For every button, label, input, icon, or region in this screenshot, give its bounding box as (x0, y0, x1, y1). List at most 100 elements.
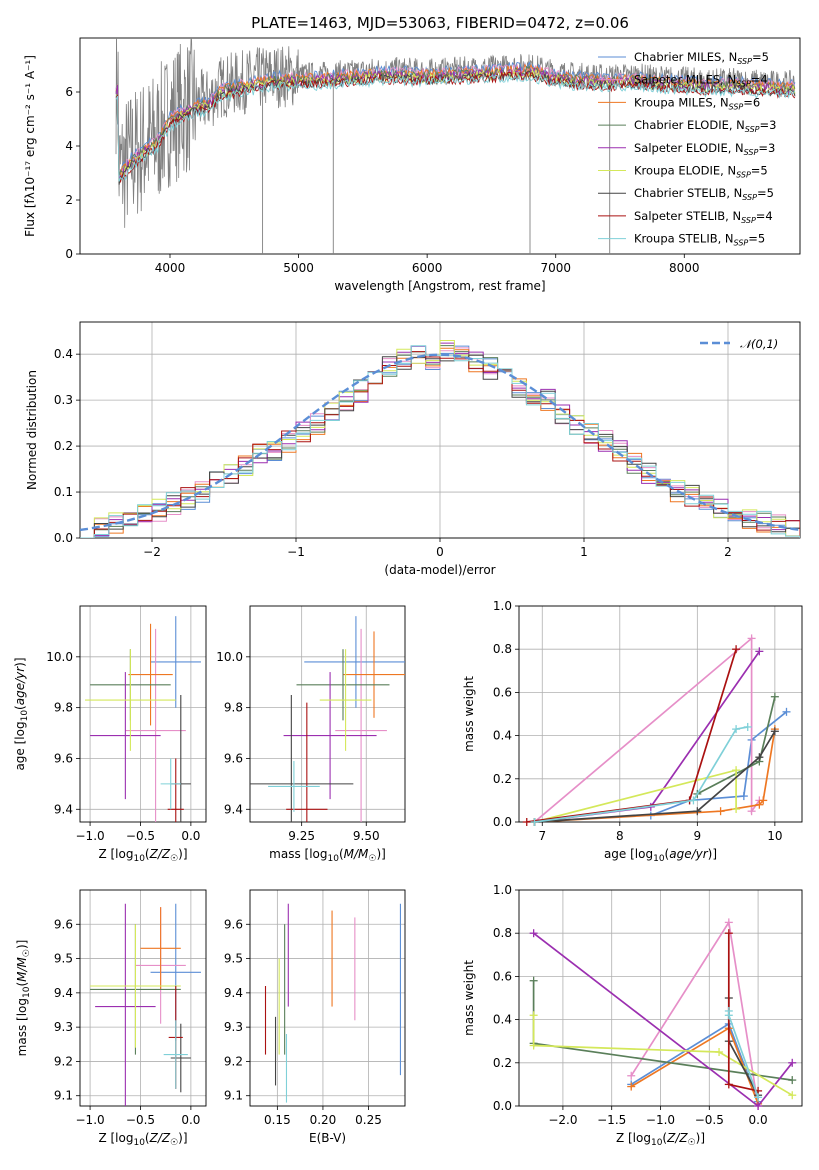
weight-marker (770, 692, 779, 701)
weight-series (534, 730, 776, 822)
weight-marker (716, 807, 725, 816)
spectrum-axes: 4000 5000 6000 7000 8000 0 2 4 6 wavelength [Angs… (23, 37, 801, 293)
weight-series (533, 932, 793, 1106)
weight-marker (732, 725, 741, 734)
y-axis-label: mass weight (462, 960, 476, 1036)
residuals-axes: −2 −1 0 1 2 0.0 0.1 0.2 0.3 0.4 (data-model)/error… (25, 321, 801, 577)
x-tick-label: 1 (580, 545, 588, 559)
y-tick-label: 9.4 (54, 802, 73, 816)
x-tick-label: 8000 (669, 261, 700, 275)
x-tick-label: −2.0 (548, 1113, 577, 1127)
y-tick-label: 9.4 (224, 986, 243, 1000)
y-tick-label: 0.8 (493, 642, 512, 656)
x-tick-label: 0.0 (181, 1113, 200, 1127)
y-tick-label: 0.0 (54, 531, 73, 545)
errorbar-point (250, 694, 354, 822)
y-tick-label: 9.1 (54, 1089, 73, 1103)
x-tick-label: −2 (143, 545, 161, 559)
figure-title: PLATE=1463, MJD=53063, FIBERID=0472, z=0… (251, 14, 629, 32)
y-tick-label: 1.0 (493, 599, 512, 613)
x-tick-label: −1.5 (597, 1113, 626, 1127)
x-tick-label: 7 (538, 829, 546, 843)
weight-marker (732, 766, 741, 775)
errorbar-point (90, 924, 181, 1048)
weight-marker (529, 929, 538, 938)
y-tick-label: 9.2 (224, 1054, 243, 1068)
y-tick-label: 0.8 (493, 926, 512, 940)
weight-series (533, 636, 761, 822)
y-tick-label: 10.0 (216, 650, 243, 664)
spectrum-legend: Chabrier MILES, NSSP=5 Salpeter MILES, NS… (598, 50, 776, 248)
residual-histogram (80, 345, 800, 538)
residuals-frame (79, 321, 801, 539)
y-tick-label: 9.6 (54, 751, 73, 765)
x-tick-label: 0.25 (355, 1113, 382, 1127)
errorbar-point (160, 758, 181, 810)
y-tick-label: 0 (65, 247, 73, 261)
weight-series (630, 920, 759, 1106)
weight-marker (755, 647, 764, 656)
weight-series (532, 1015, 793, 1096)
weight-marker (689, 796, 698, 805)
y-tick-label: 0.4 (493, 729, 512, 743)
weight-marker (754, 1093, 763, 1102)
model-spectrum (115, 65, 796, 176)
x-tick-label: −0.5 (126, 1113, 155, 1127)
y-tick-label: 0.6 (493, 969, 512, 983)
weight-marker (724, 1011, 733, 1020)
x-tick-label: −1.0 (76, 829, 105, 843)
y-tick-label: 0.1 (54, 485, 73, 499)
x-tick-label: 2 (724, 545, 732, 559)
weight-marker (755, 753, 764, 762)
y-axis-label: Normed distribution (25, 370, 39, 490)
x-tick-label: 0 (436, 545, 444, 559)
legend-entry: Chabrier ELODIE, NSSP=3 (634, 118, 776, 134)
x-tick-label: −1.0 (76, 1113, 105, 1127)
x-tick-label: 9.50 (353, 829, 380, 843)
weight-series (727, 1011, 759, 1098)
legend-entry: 𝒩(0,1) (740, 337, 778, 351)
x-tick-label: 10 (767, 829, 782, 843)
weight-series (534, 650, 761, 822)
y-tick-label: 10.0 (46, 650, 73, 664)
errorbar-point (150, 616, 201, 708)
x-tick-label: −0.5 (126, 829, 155, 843)
y-axis-label: Flux [fλ10⁻¹⁷ erg cm⁻² s⁻¹ A⁻¹] (23, 55, 37, 237)
errorbar-point (335, 628, 387, 822)
legend-entry: Kroupa STELIB, NSSP=5 (634, 232, 765, 248)
y-tick-label: 6 (65, 85, 73, 99)
x-tick-label: −0.5 (695, 1113, 724, 1127)
weight-marker (788, 1076, 797, 1085)
errorbar-point (167, 758, 184, 822)
x-axis-label: (data-model)/error (384, 563, 495, 577)
weight-marker (770, 727, 779, 736)
weight-marker (529, 1011, 538, 1020)
normal-curve (80, 353, 800, 532)
errorbar-point (286, 702, 328, 822)
weight_vs_Z-frame (518, 889, 803, 1107)
y-axis-label: mass [log10(M/M☉)] (15, 940, 32, 1057)
age_vs_mass-axes: 9.25 9.50 9.4 9.6 9.8 10.0 mass [log10(M/M☉)] (216, 605, 406, 864)
y-tick-label: 9.8 (224, 701, 243, 715)
observed-spectrum (115, 38, 796, 228)
mass_vs_ebv-frame (249, 889, 406, 1107)
x-tick-label: 0.20 (310, 1113, 337, 1127)
mass_vs_Z-axes: −1.0 −0.5 0.0 9.1 9.2 9.3 9.4 9.5 9.6 Z [log10(Z/… (15, 889, 207, 1148)
errorbar-point (85, 649, 176, 751)
weight-marker (530, 818, 539, 826)
y-tick-label: 9.4 (54, 986, 73, 1000)
x-axis-label: Z [log10(Z/Z☉)] (616, 1131, 705, 1148)
y-tick-label: 0.2 (54, 439, 73, 453)
weight-marker (743, 722, 752, 731)
weight-marker (759, 796, 768, 805)
weight-marker (732, 805, 741, 814)
weight-marker (755, 800, 764, 809)
y-tick-label: 0.2 (493, 1056, 512, 1070)
y-tick-label: 9.6 (224, 917, 243, 931)
model-spectrum (115, 73, 796, 182)
x-axis-label: age [log10(age/yr)] (604, 847, 717, 864)
errorbar-point (128, 623, 173, 726)
weight-marker (782, 707, 791, 716)
weight-marker (693, 807, 702, 816)
errorbar-point (268, 761, 320, 812)
